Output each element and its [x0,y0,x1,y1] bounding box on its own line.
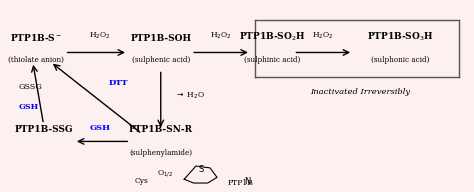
Text: H$_2$O$_2$: H$_2$O$_2$ [210,31,231,41]
Text: PTP1B-SO$_3$H: PTP1B-SO$_3$H [366,31,433,43]
Text: GSH: GSH [89,124,110,132]
Text: Cys: Cys [135,177,149,185]
Text: S: S [198,165,203,174]
Text: (sulphenic acid): (sulphenic acid) [132,56,190,64]
Text: (sulphinic acid): (sulphinic acid) [244,56,301,64]
Text: O$_{1/2}$: O$_{1/2}$ [157,168,173,179]
Text: GSSG: GSSG [18,83,43,91]
Text: (sulphenylamide): (sulphenylamide) [129,149,192,157]
Text: DTT: DTT [109,79,128,87]
Text: H$_2$O$_2$: H$_2$O$_2$ [89,31,110,41]
Text: PTP1B-S$^-$: PTP1B-S$^-$ [10,32,63,43]
Text: PTP1B: PTP1B [228,179,254,187]
Text: H$_2$O$_2$: H$_2$O$_2$ [312,31,333,41]
Text: PTP1B-SSG: PTP1B-SSG [14,125,73,134]
Text: Inactivated Irreversibly: Inactivated Irreversibly [310,88,410,96]
Text: (thiolate anion): (thiolate anion) [9,56,64,64]
Text: PTP1B-SOH: PTP1B-SOH [130,34,191,43]
Text: $\rightarrow$ H$_2$O: $\rightarrow$ H$_2$O [175,91,205,101]
Text: GSH: GSH [18,103,39,111]
Text: PTP1B-SO$_2$H: PTP1B-SO$_2$H [239,31,306,43]
Text: PTP1B-SN-R: PTP1B-SN-R [129,125,193,134]
Text: N: N [244,177,251,186]
Text: (sulphonic acid): (sulphonic acid) [371,56,429,64]
